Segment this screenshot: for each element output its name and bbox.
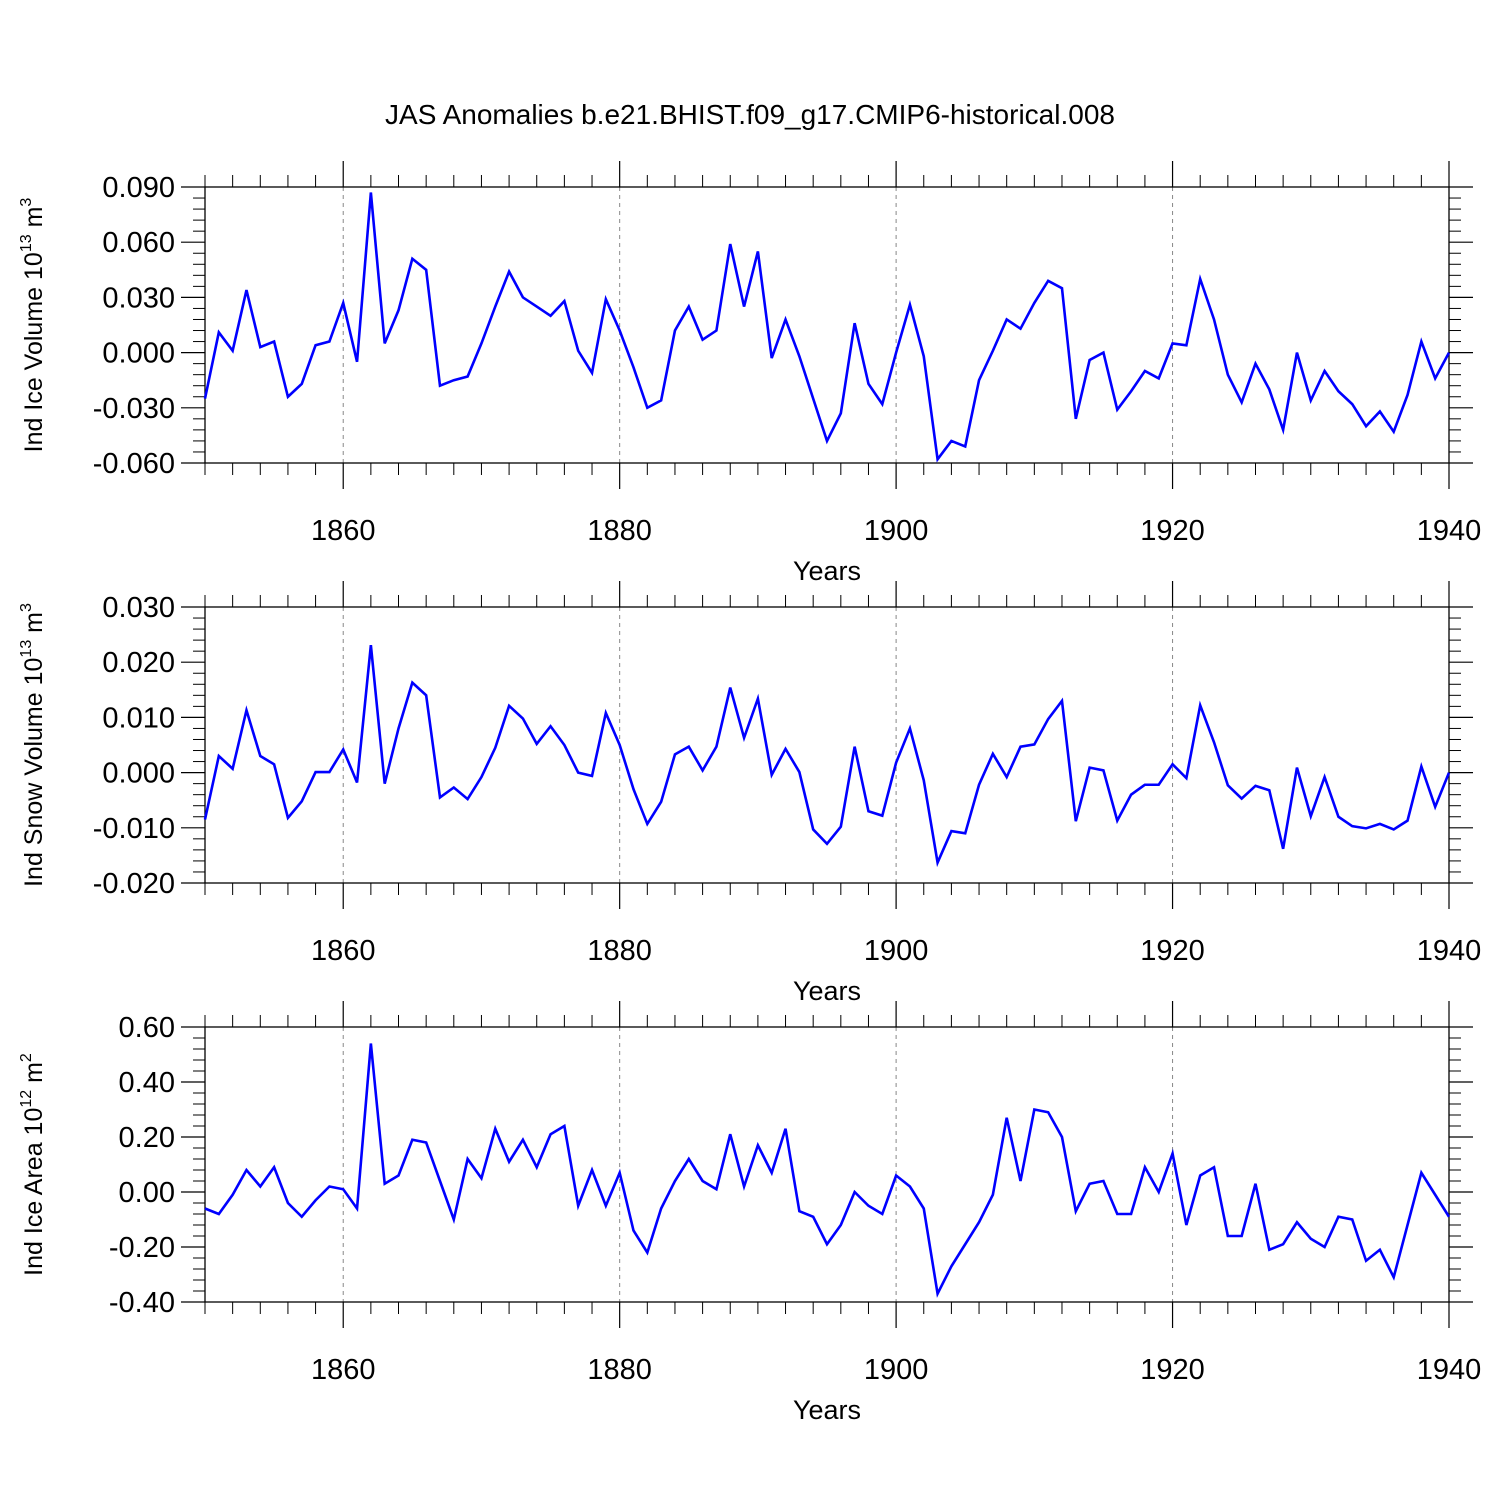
y-tick-label: 0.020 (102, 647, 175, 679)
x-tick-label: 1880 (587, 515, 652, 547)
x-tick-label: 1860 (311, 515, 376, 547)
x-axis-title: Years (793, 976, 861, 1006)
y-axis-title: Ind Snow Volume 1013 m3 (18, 603, 48, 887)
series-line-1 (203, 192, 1451, 463)
y-axis-title: Ind Ice Area 1012 m2 (18, 1053, 48, 1276)
y-tick-label: 0.40 (119, 1067, 175, 1099)
chart-title: JAS Anomalies b.e21.BHIST.f09_g17.CMIP6-… (385, 99, 1115, 130)
y-tick-label: -0.060 (93, 448, 175, 480)
y-tick-label: 0.00 (119, 1177, 175, 1209)
y-tick-label: 0.030 (102, 592, 175, 624)
y-tick-label: 0.60 (119, 1012, 175, 1044)
x-tick-label: 1900 (864, 1354, 929, 1386)
plot-frame (204, 1026, 1450, 1303)
x-tick-label: 1940 (1417, 1354, 1482, 1386)
x-tick-label: 1860 (311, 935, 376, 967)
chart-panels: -0.060 -0.030 0.000 0.030 0.060 0.090 1860 1880… (18, 161, 1481, 1425)
x-tick-label: 1940 (1417, 515, 1482, 547)
x-tick-label: 1900 (864, 935, 929, 967)
x-axis-title: Years (793, 1395, 861, 1425)
y-tick-label: 0.030 (102, 282, 175, 314)
x-tick-label: 1940 (1417, 935, 1482, 967)
x-tick-label: 1920 (1140, 1354, 1205, 1386)
y-tick-label: 0.000 (102, 758, 175, 790)
panel-2: -0.020 -0.010 0.000 0.010 0.020 0.030 1860 1880… (18, 581, 1481, 1006)
plot-frame (204, 606, 1450, 884)
y-tick-label: -0.20 (109, 1232, 175, 1264)
y-tick-label: -0.030 (93, 393, 175, 425)
y-tick-label: -0.020 (93, 868, 175, 900)
x-tick-label: 1920 (1140, 935, 1205, 967)
panel-3: -0.40 -0.20 0.00 0.20 0.40 0.60 1860 1880 1900 19… (18, 1001, 1481, 1425)
y-tick-label: 0.060 (102, 227, 175, 259)
series-line-1 (204, 1043, 1451, 1298)
y-tick-label: -0.40 (109, 1287, 175, 1319)
x-tick-label: 1880 (587, 1354, 652, 1386)
x-axis-title: Years (793, 556, 861, 586)
y-tick-label: 0.090 (102, 172, 175, 204)
y-tick-label: 0.20 (119, 1122, 175, 1154)
x-tick-label: 1900 (864, 515, 929, 547)
series-line-1 (203, 644, 1451, 868)
x-tick-label: 1920 (1140, 515, 1205, 547)
plot-frame (204, 186, 1450, 464)
x-tick-label: 1880 (587, 935, 652, 967)
y-tick-label: 0.010 (102, 702, 175, 734)
panel-1: -0.060 -0.030 0.000 0.030 0.060 0.090 1860 1880… (18, 161, 1481, 586)
y-tick-label: -0.010 (93, 813, 175, 845)
x-tick-label: 1860 (311, 1354, 376, 1386)
y-tick-label: 0.000 (102, 338, 175, 370)
y-axis-title: Ind Ice Volume 1013 m3 (18, 198, 48, 453)
